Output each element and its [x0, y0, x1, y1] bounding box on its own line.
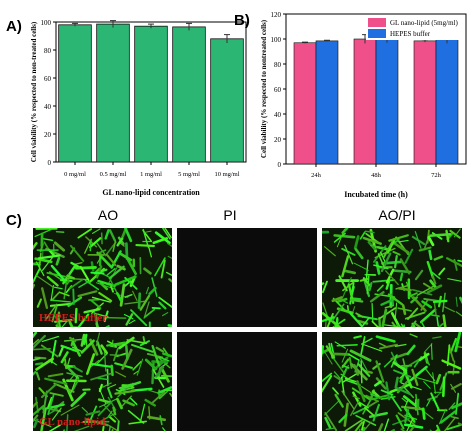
y-tick-label: 0 — [48, 159, 52, 167]
micrograph-gl-pi — [177, 332, 317, 431]
micrograph-texture — [177, 332, 317, 431]
y-tick-label: 80 — [274, 61, 282, 69]
y-tick-label: 20 — [44, 131, 52, 139]
y-tick-label: 120 — [271, 11, 282, 19]
x-tick-label: 10 mg/ml — [214, 171, 239, 178]
bar — [134, 25, 168, 163]
bar-gl — [413, 40, 437, 165]
micrograph-texture — [322, 332, 462, 431]
micrograph-hepes-aopi — [322, 228, 462, 327]
column-title-pi: PI — [223, 207, 237, 223]
legend-label: HEPES buffer — [390, 30, 431, 38]
legend-swatch — [368, 18, 386, 27]
x-tick-label: 24h — [311, 172, 322, 179]
y-axis-label: Cell viability (% respected to non-treat… — [30, 21, 38, 162]
column-title-ao: AO — [97, 207, 119, 223]
bar — [96, 23, 130, 163]
y-tick-label: 100 — [271, 36, 282, 44]
y-tick-label: 60 — [44, 75, 52, 83]
y-axis-label: Cell viability (% respected to nontreate… — [260, 19, 268, 158]
row-label-gl: GL nano-lipid — [39, 416, 106, 428]
micrograph-texture — [322, 228, 462, 327]
x-axis-label: GL nano-lipid concentration — [102, 188, 200, 197]
y-tick-label: 40 — [44, 103, 52, 111]
column-title-aopi: AO/PI — [378, 207, 416, 223]
legend-label: GL nano-lipid (5mg/ml) — [390, 19, 458, 27]
bar-hepes — [315, 40, 339, 165]
bar-hepes — [375, 38, 399, 165]
legend-swatch — [368, 29, 386, 38]
y-tick-label: 40 — [274, 111, 282, 119]
panel-label-c: C) — [6, 212, 22, 229]
micrograph-hepes-ao: HEPES buffer — [33, 228, 172, 327]
panel-label-a: A) — [6, 18, 22, 35]
micrograph-texture — [177, 228, 317, 327]
y-tick-label: 100 — [41, 19, 52, 27]
bar — [58, 24, 92, 163]
x-tick-label: 5 mg/ml — [178, 171, 200, 178]
micrograph-texture — [33, 332, 172, 431]
micrograph-gl-ao: GL nano-lipid — [33, 332, 172, 431]
x-tick-label: 0.5 mg/ml — [100, 171, 127, 178]
y-tick-label: 20 — [274, 136, 282, 144]
x-tick-label: 72h — [431, 172, 442, 179]
x-axis-label: Incubated time (h) — [344, 190, 408, 199]
row-label-hepes: HEPES buffer — [39, 312, 108, 324]
y-tick-label: 60 — [274, 86, 282, 94]
bar — [210, 38, 244, 163]
x-tick-label: 48h — [371, 172, 382, 179]
y-tick-label: 80 — [44, 47, 52, 55]
bar-gl — [293, 42, 317, 165]
bar — [172, 26, 206, 163]
micrograph-texture — [33, 228, 172, 327]
y-tick-label: 0 — [278, 161, 282, 169]
bar-hepes — [435, 39, 459, 165]
bar-gl — [353, 38, 377, 165]
x-tick-label: 1 mg/ml — [140, 171, 162, 178]
micrograph-hepes-pi — [177, 228, 317, 327]
x-tick-label: 0 mg/ml — [64, 171, 86, 178]
micrograph-gl-aopi — [322, 332, 462, 431]
